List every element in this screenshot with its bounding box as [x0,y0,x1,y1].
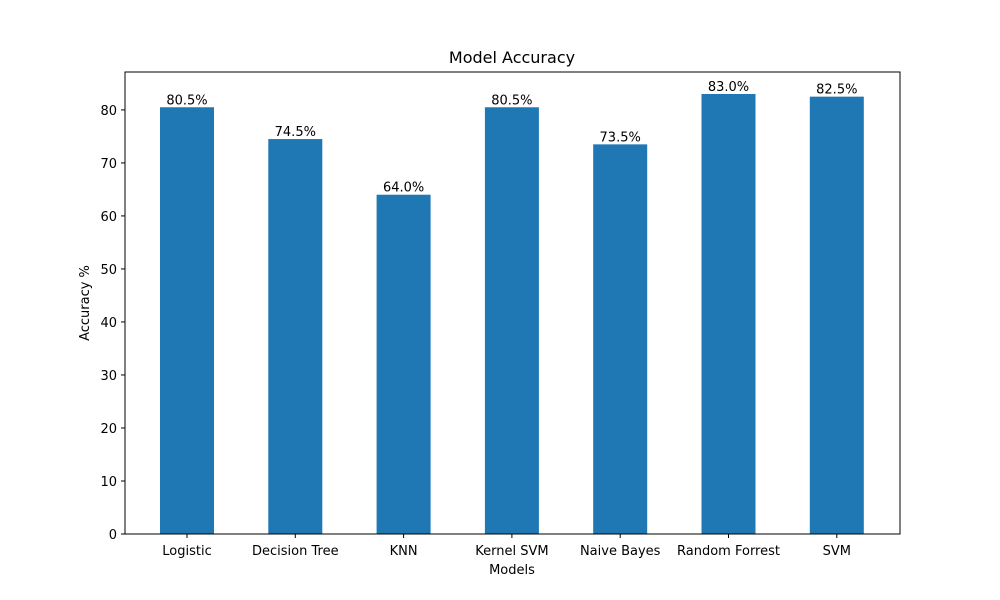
y-tick-label: 30 [100,369,117,384]
x-axis-title: Models [489,563,535,578]
bar-value-label: 80.5% [166,93,207,108]
bar-knn [376,194,431,534]
plot-area: 80.5% 74.5% 64.0% 80.5% 73.5% 83.0% 82.5% [160,80,864,534]
x-axis: Logistic Decision Tree KNN Kernel SVM Naive … [162,534,851,559]
x-tick-label: Random Forrest [677,544,780,559]
bar-kernel-svm [484,107,539,534]
x-tick-label: Decision Tree [252,544,339,559]
bar-value-label: 64.0% [383,181,424,196]
y-tick-label: 20 [100,422,117,437]
y-tick-label: 50 [100,263,117,278]
bar-value-label: 82.5% [816,83,857,98]
bar-logistic [160,107,214,534]
y-axis: 0 10 20 30 40 50 60 70 80 [100,104,125,543]
bar-value-label: 73.5% [600,130,641,145]
x-tick-label: Logistic [162,544,211,559]
y-tick-label: 40 [100,316,117,331]
bar-decision-tree [268,139,323,534]
y-tick-label: 0 [109,528,117,543]
y-tick-label: 80 [100,104,117,119]
y-tick-label: 60 [100,210,117,225]
x-tick-label: Naive Bayes [580,544,661,559]
chart-title: Model Accuracy [449,48,575,67]
x-tick-label: KNN [390,544,418,559]
bar-random-forrest [701,94,756,534]
bar-value-label: 80.5% [491,93,532,108]
plot-frame [124,71,901,535]
bar-naive-bayes [593,144,648,534]
x-tick-label: Kernel SVM [475,544,548,559]
x-tick-label: SVM [823,544,851,559]
bar-svm [809,96,864,534]
y-tick-label: 10 [100,475,117,490]
bar-value-label: 74.5% [275,125,316,140]
y-tick-label: 70 [100,157,117,172]
y-axis-title: Accuracy % [78,265,93,341]
bar-value-label: 83.0% [708,80,749,95]
